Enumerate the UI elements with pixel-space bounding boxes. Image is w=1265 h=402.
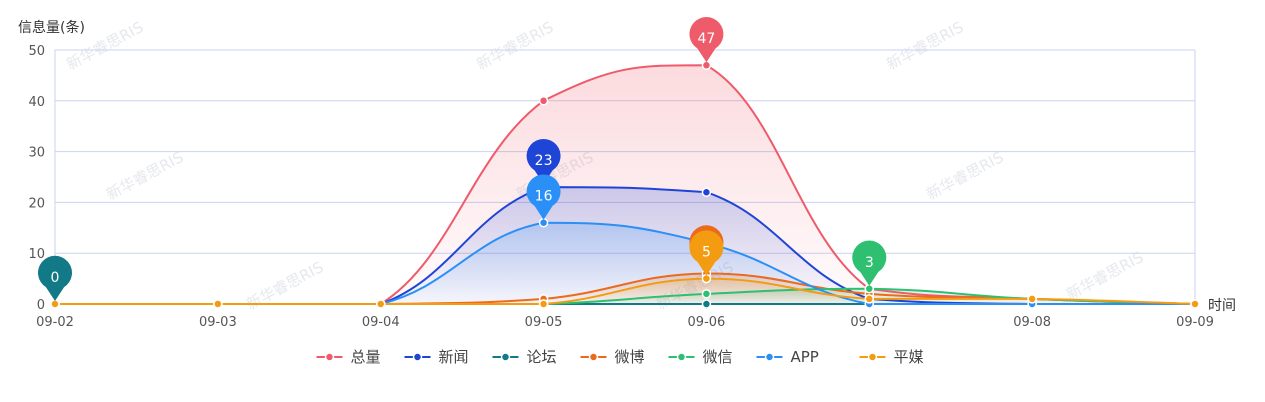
legend-label: APP [791, 348, 819, 366]
legend-swatch-dot [324, 352, 335, 362]
point-总量-09-06[interactable] [701, 60, 712, 70]
pin-总量-09-06[interactable]: 47 [689, 17, 724, 63]
x-tick-label: 09-07 [850, 315, 888, 330]
pin-shape [689, 230, 724, 276]
pin-label: 0 [51, 270, 60, 286]
legend-item-微信[interactable]: 微信 [668, 348, 733, 366]
legend-label: 新闻 [439, 348, 469, 366]
point-平媒-09-07[interactable] [864, 294, 875, 304]
legend-label: 论坛 [527, 348, 557, 366]
point-平媒-09-08[interactable] [1027, 294, 1037, 304]
y-axis-label: 信息量(条) [18, 19, 85, 36]
legend-label: 平媒 [894, 348, 924, 366]
point-新闻-09-06[interactable] [701, 187, 712, 197]
pin-APP-09-05[interactable]: 16 [526, 174, 561, 220]
legend-swatch-dot [500, 352, 511, 362]
x-tick-label: 09-08 [1013, 315, 1051, 330]
pin-微信-09-07[interactable]: 3 [852, 240, 887, 286]
pin-shape [852, 240, 887, 286]
legend-swatch-dot [676, 352, 687, 362]
point-平媒-09-04[interactable] [375, 299, 386, 309]
y-tick-label: 40 [28, 95, 45, 110]
legend-label: 总量 [351, 348, 381, 366]
point-微信-09-07[interactable] [864, 284, 875, 294]
watermark: 新华睿思RIS [103, 148, 186, 204]
point-平媒-09-09[interactable] [1190, 299, 1200, 309]
legend-label: 微信 [703, 348, 733, 366]
x-axis-label: 时间 [1208, 298, 1236, 314]
x-tick-label: 09-04 [362, 315, 400, 330]
area-总量 [55, 65, 1195, 305]
y-tick-label: 10 [28, 247, 45, 262]
watermark: 新华睿思RIS [243, 258, 326, 314]
y-tick-label: 20 [28, 196, 45, 211]
watermark: 新华睿思RIS [1063, 248, 1146, 304]
pin-新闻-09-05[interactable]: 23 [526, 138, 561, 185]
pin-shape [38, 255, 72, 301]
pin-label: 16 [535, 189, 553, 205]
point-论坛-09-06[interactable] [701, 299, 712, 309]
x-tick-label: 09-09 [1176, 315, 1214, 330]
point-平媒-09-06[interactable] [701, 273, 712, 284]
pin-shape [689, 17, 724, 63]
legend: 总量 新闻 论坛 微博 微信 APP 平媒 [316, 348, 924, 366]
legend-item-微博[interactable]: 微博 [580, 348, 645, 366]
watermark: 新华睿思RIS [473, 18, 556, 74]
series-lines [54, 64, 1196, 306]
x-tick-label: 09-02 [36, 315, 74, 330]
x-tick-label: 09-03 [199, 315, 237, 330]
x-tick-label: 09-06 [688, 315, 726, 330]
pin-shape [526, 174, 561, 220]
point-平媒-09-05[interactable] [538, 299, 549, 309]
watermark: 新华睿思RIS [883, 18, 966, 74]
watermark: 新华睿思RIS [923, 148, 1006, 204]
legend-swatch-dot [867, 352, 878, 362]
pin-论坛-09-02[interactable]: 0 [38, 255, 72, 301]
pin-平媒-09-06[interactable]: 5 [689, 230, 724, 276]
pin-label: 3 [865, 255, 874, 271]
pin-label: 47 [698, 31, 716, 47]
legend-swatch-dot [764, 352, 775, 362]
pin-shape [526, 138, 561, 185]
area-平媒 [55, 278, 1195, 304]
value-pins: 4723160653 [38, 17, 887, 301]
point-平媒-09-03[interactable] [213, 299, 223, 309]
legend-swatch-dot [412, 352, 423, 362]
legend-swatch-dot [588, 352, 599, 362]
legend-item-总量[interactable]: 总量 [316, 348, 381, 366]
pin-label: 5 [702, 245, 711, 261]
legend-item-平媒[interactable]: 平媒 [859, 348, 924, 366]
line-平媒 [54, 277, 1196, 306]
point-总量-09-05[interactable] [538, 96, 549, 106]
legend-item-APP[interactable]: APP [756, 348, 819, 366]
y-tick-label: 50 [28, 44, 45, 59]
y-tick-label: 0 [37, 298, 45, 313]
y-tick-label: 30 [28, 146, 45, 161]
legend-item-论坛[interactable]: 论坛 [492, 348, 557, 366]
point-平媒-09-02[interactable] [50, 299, 60, 309]
legend-item-新闻[interactable]: 新闻 [404, 348, 469, 366]
point-APP-09-05[interactable] [538, 217, 549, 228]
area-APP [55, 222, 1195, 304]
point-微信-09-06[interactable] [701, 289, 712, 299]
pin-label: 23 [535, 153, 553, 169]
x-tick-label: 09-05 [525, 315, 563, 330]
legend-label: 微博 [615, 348, 645, 366]
